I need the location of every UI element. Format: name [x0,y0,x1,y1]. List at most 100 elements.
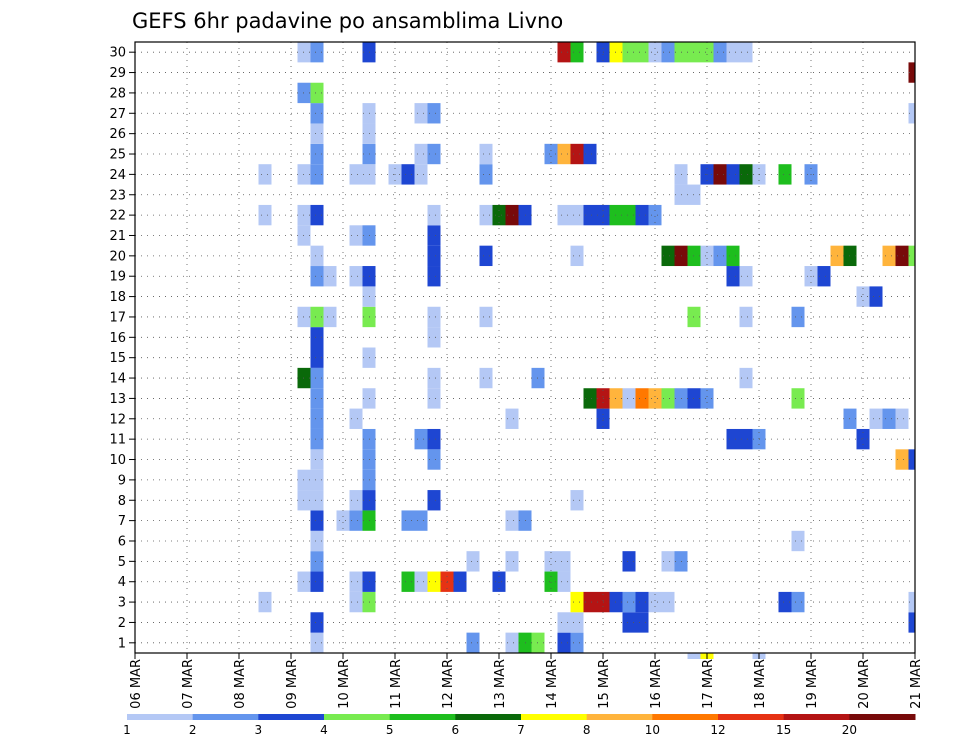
heatmap-cell [544,571,558,592]
legend-swatch [521,714,588,720]
x-tick-label: 11 MAR [389,659,404,709]
legend-swatch [389,714,456,720]
plot-frame [134,41,916,654]
heatmap-cell [310,245,324,267]
heatmap-cell [661,591,675,613]
y-tick-label: 14 [109,372,126,387]
y-tick-label: 19 [109,270,126,285]
legend-swatch [783,714,850,720]
x-tick-label: 19 MAR [805,659,820,709]
legend-label: 12 [710,723,725,737]
legend-swatch [258,714,325,720]
heatmap-cell [505,632,519,653]
heatmap-cell [505,204,519,226]
heatmap-cell [258,591,272,613]
heatmap-cell [427,103,441,124]
heatmap-cell [583,591,597,613]
y-tick-label: 10 [109,453,126,468]
x-tick-label: 09 MAR [285,659,300,709]
heatmap-cell [739,266,753,287]
heatmap-cell [583,143,597,165]
legend-label: 8 [583,723,591,737]
heatmap-cell [635,388,649,409]
heatmap-cell [570,490,584,511]
y-tick-label: 13 [109,392,126,407]
heatmap-cell [349,490,363,511]
heatmap-cell [466,632,480,653]
heatmap-cell [583,204,597,226]
legend-swatch [718,714,785,720]
heatmap-cell [635,612,649,633]
heatmap-cell [778,591,792,613]
color-legend: 1 2 3 4 5 6 7 8 10 12 15 20 [123,714,916,737]
heatmap-cell [505,408,519,429]
x-axis-ticks: 06 MAR 07 MAR 08 MAR 09 MAR 10 MAR 11 MAR 12 M… [129,653,924,709]
x-tick-label: 14 MAR [545,659,560,709]
heatmap-cell [310,42,324,63]
heatmap-cell [479,143,493,165]
heatmap-cell [661,42,675,63]
heatmap-cell [349,266,363,287]
y-tick-label: 1 [118,636,126,651]
heatmap-cell [908,62,915,83]
heatmap-cell [739,367,753,389]
heatmap-cell [310,632,324,653]
heatmap-cell [895,245,909,267]
heatmap-cell [570,612,584,633]
legend-swatch [192,714,259,720]
heatmap-cell [505,551,519,572]
heatmap-cell [856,286,870,307]
y-tick-label: 26 [109,127,126,142]
heatmap-cell [791,591,805,613]
heatmap-cell [401,164,415,185]
heatmap-cell [908,612,915,633]
legend-swatch [324,714,391,720]
heatmap-cell [648,204,662,226]
heatmap-cell [544,551,558,572]
y-tick-label: 18 [109,290,126,305]
heatmap-cell [427,266,441,287]
heatmap-cell [622,204,636,226]
heatmap-cell [895,449,909,470]
x-tick-label: 21 MAR [909,659,924,709]
heatmap-cell [635,204,649,226]
heatmap-cell [492,204,506,226]
y-axis-ticks: 1234567891011121314151617181920212223242… [109,46,135,651]
heatmap-cell [817,266,831,287]
heatmap-cell [310,204,324,226]
heatmap-cell [648,42,662,63]
legend-label: 20 [842,723,857,737]
heatmap-cell [739,428,753,450]
heatmap-cell [310,367,324,389]
legend-swatch [127,714,194,720]
legend-swatch [849,714,916,720]
heatmap-cell [414,103,428,124]
y-tick-label: 30 [109,46,126,61]
heatmap-cell [310,449,324,470]
legend-label: 6 [452,723,460,737]
heatmap-cell [323,266,337,287]
heatmap-cell [856,428,870,450]
heatmap-cell [557,204,571,226]
heatmap-cell [622,388,636,409]
heatmap-cell [427,490,441,511]
x-tick-label: 17 MAR [701,659,716,709]
heatmap-cell [479,245,493,267]
heatmap-cell [310,123,324,144]
heatmap-cell [908,449,915,470]
heatmap-cell [557,632,571,653]
legend-swatch [455,714,522,720]
heatmap-cell [401,510,415,531]
y-tick-label: 12 [109,412,126,427]
heatmap-cell [414,571,428,592]
heatmap-cell [726,428,740,450]
legend-label: 10 [645,723,660,737]
heatmap-cell [791,306,805,328]
heatmap-cell [336,510,350,531]
y-tick-label: 15 [109,351,126,366]
heatmap-cell [401,571,415,592]
heatmap-cell [739,164,753,185]
y-tick-label: 11 [109,433,126,448]
heatmap-cell [713,164,727,185]
